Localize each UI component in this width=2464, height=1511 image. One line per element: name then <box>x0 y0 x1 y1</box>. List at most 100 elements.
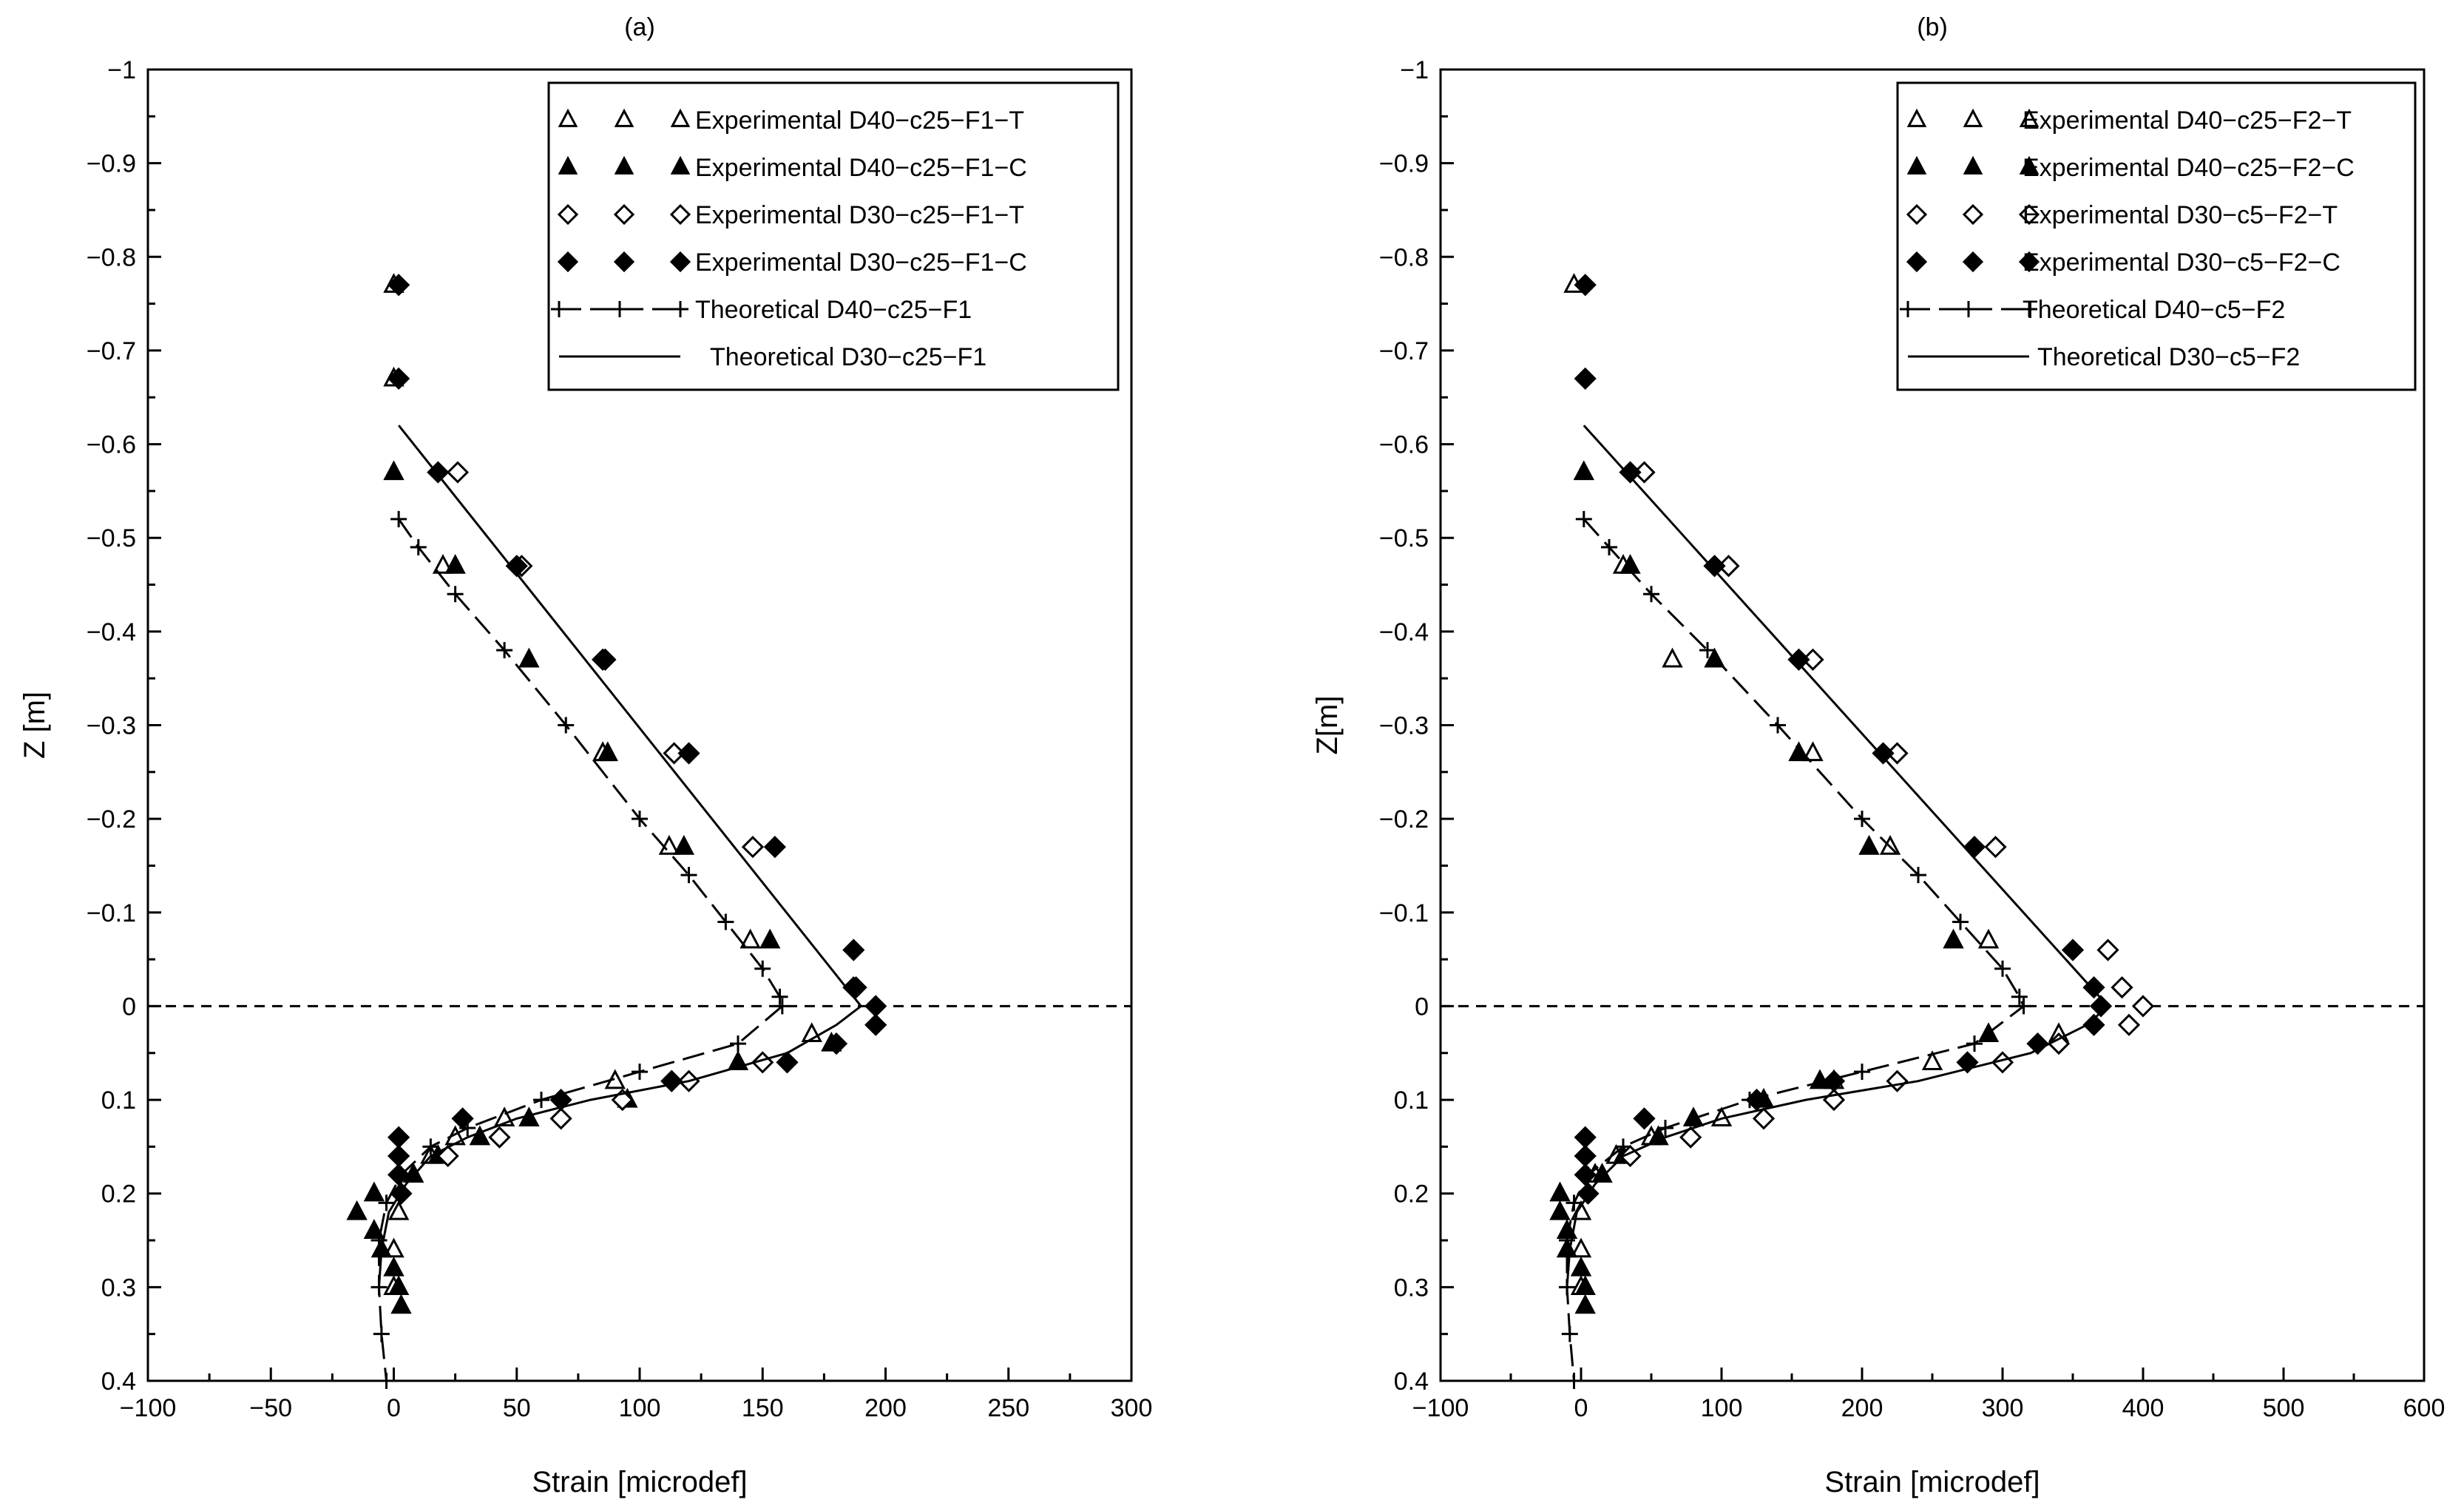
data-point <box>2047 1032 2071 1055</box>
legend-entry-label: Experimental D30−c25−F1−C <box>695 249 1027 277</box>
data-point <box>669 203 691 226</box>
series-experimental-d40-c25-f1-c <box>346 460 842 1314</box>
data-point <box>518 647 540 668</box>
y-tick-label: −0.9 <box>87 150 136 178</box>
plus-marker <box>1952 913 1969 930</box>
legend-box <box>547 81 1120 391</box>
series-experimental-d40-c25-f1-t <box>383 273 822 1295</box>
y-tick-label: −1 <box>107 56 136 84</box>
data-point <box>1872 742 1895 765</box>
plus-marker <box>612 301 628 317</box>
data-point <box>1703 555 1726 578</box>
data-point <box>1962 203 1984 226</box>
x-tick-label: 50 <box>503 1394 531 1422</box>
data-point <box>739 928 761 949</box>
x-tick-label: 0 <box>387 1394 401 1422</box>
data-point <box>1788 741 1810 762</box>
legend: Experimental D40−c25−F2−T Experimental D4… <box>1896 81 2417 391</box>
x-tick-label: −50 <box>249 1394 292 1422</box>
legend-entry-label: Experimental D40−c25−F1−C <box>695 154 1027 182</box>
data-point <box>2082 1013 2105 1036</box>
data-point <box>677 742 700 765</box>
data-point <box>2019 108 2040 127</box>
plus-marker <box>1580 1166 1597 1183</box>
data-point <box>592 648 615 671</box>
data-point <box>387 1275 410 1295</box>
data-point <box>864 1013 887 1036</box>
series-theoretical-d30-c25-f1 <box>378 425 863 1288</box>
plus-marker <box>1566 1194 1583 1211</box>
data-point <box>387 1200 410 1220</box>
legend-entry-label: Experimental D30−c25−F1−T <box>695 201 1024 229</box>
legend-entry-label: Experimental D30−c5−F2−T <box>2023 201 2338 229</box>
plus-marker <box>373 1325 390 1342</box>
plus-marker <box>672 301 688 317</box>
data-point <box>1921 1050 1943 1071</box>
data-point <box>549 1107 572 1130</box>
legend-entry-label: Experimental D40−c25−F2−T <box>2023 107 2352 135</box>
data-point <box>1802 741 1824 762</box>
data-point <box>1570 1256 1592 1277</box>
plus-marker <box>393 1166 410 1183</box>
data-point <box>488 1126 511 1149</box>
series-theoretical-d40-c5-f2 <box>1559 510 2032 1389</box>
data-point <box>436 1144 459 1168</box>
data-point <box>1574 1144 1597 1168</box>
y-tick-label: 0.4 <box>1394 1368 1429 1396</box>
theoretical-solid-line <box>1566 425 2110 1288</box>
legend-entry-label: Experimental D40−c25−F1−T <box>695 107 1024 135</box>
y-tick-label: 0 <box>122 993 136 1021</box>
data-point <box>1752 1107 1776 1130</box>
plus-marker <box>632 1064 648 1081</box>
data-point <box>660 1069 683 1092</box>
data-point <box>387 367 410 391</box>
x-tick-label: 600 <box>2403 1394 2446 1422</box>
data-point <box>557 203 579 226</box>
y-tick-label: −0.5 <box>87 524 136 552</box>
data-point <box>1977 928 2000 949</box>
data-point <box>1984 836 2007 859</box>
plus-marker <box>1643 586 1659 603</box>
legend-box <box>1896 81 2417 391</box>
y-tick-label: 0.1 <box>1394 1086 1429 1115</box>
data-point <box>346 1200 368 1220</box>
data-point <box>1858 834 1880 855</box>
y-tick-label: −0.6 <box>87 431 136 459</box>
plus-marker <box>390 510 407 527</box>
data-point <box>2117 1013 2141 1036</box>
plus-marker <box>551 301 567 317</box>
x-axis-title: Strain [microdef] <box>532 1466 747 1498</box>
panel-b: (b) −100 0 100 200 300 400 500 600 −1 −0.9 −0.8 −0.7… <box>1311 13 2445 1498</box>
data-point <box>1906 108 1927 127</box>
data-point <box>2018 203 2040 226</box>
x-tick-label: 400 <box>2122 1394 2165 1422</box>
plus-marker <box>1770 717 1786 734</box>
data-point <box>451 1107 474 1130</box>
data-point <box>673 834 695 855</box>
data-point <box>613 251 635 273</box>
y-tick-label: −0.3 <box>87 712 136 740</box>
y-tick-label: 0.1 <box>101 1086 136 1115</box>
x-tick-label: 0 <box>1574 1394 1588 1422</box>
data-point <box>1574 274 1597 297</box>
plus-marker <box>771 988 788 1005</box>
x-tick-label: 150 <box>742 1394 784 1422</box>
plus-marker <box>1615 1138 1631 1155</box>
data-point <box>1787 648 1810 671</box>
theoretical-dashed-line <box>1566 518 2025 1382</box>
data-point <box>1963 836 1986 859</box>
series-theoretical-d30-c5-f2 <box>1566 425 2110 1288</box>
plus-marker <box>1601 538 1617 555</box>
data-point <box>1963 155 1983 175</box>
data-point <box>1962 251 1984 273</box>
data-point <box>1549 1200 1571 1220</box>
data-point <box>2082 976 2105 999</box>
data-point <box>1648 1125 1669 1146</box>
data-point <box>2111 976 2133 999</box>
plus-marker <box>2011 988 2028 1005</box>
y-tick-label: −0.2 <box>1379 805 1429 834</box>
y-tick-label: −0.1 <box>1379 899 1429 927</box>
plus-marker <box>1575 510 1592 527</box>
data-point <box>1574 367 1597 391</box>
